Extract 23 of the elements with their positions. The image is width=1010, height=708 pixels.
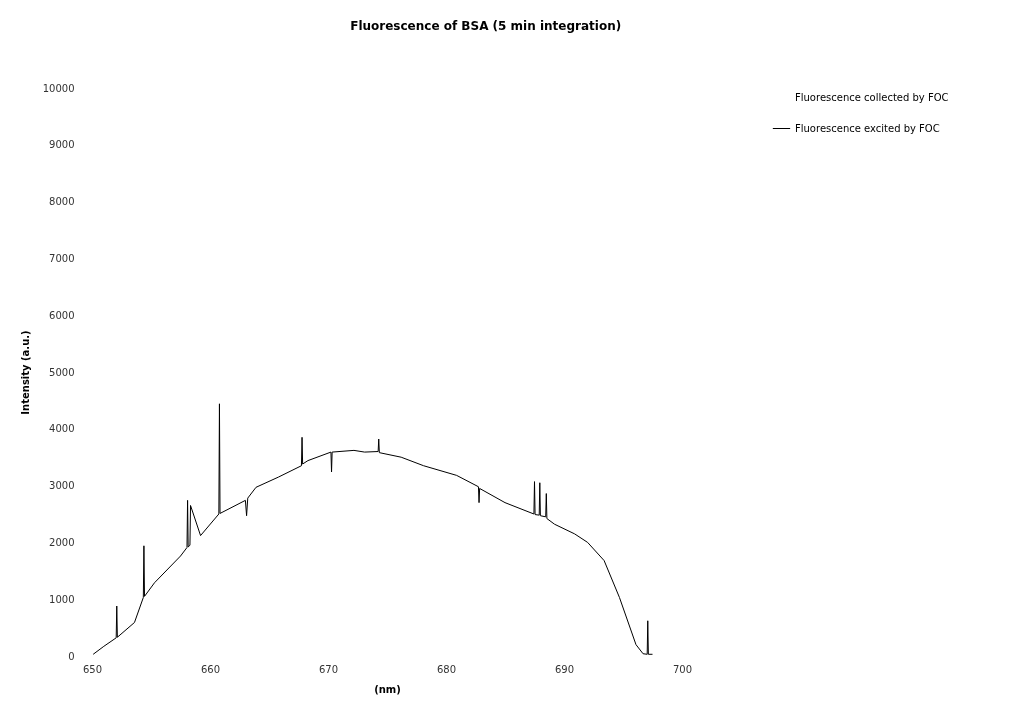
chart-title: Fluorescence of BSA (5 min integration): [350, 19, 622, 33]
y-tick-label: 2000: [49, 536, 75, 548]
y-axis-title: Intensity (a.u.): [19, 330, 31, 415]
y-tick-label: 4000: [49, 423, 75, 435]
x-axis-title: (nm): [374, 683, 401, 695]
text: Fluorescence collected by FOC: [795, 91, 949, 103]
y-tick-label: 7000: [49, 252, 75, 264]
x-tick-label: 650: [82, 663, 103, 675]
x-tick-label: 660: [200, 663, 221, 675]
y-tick-label: 5000: [49, 366, 75, 378]
line-series: [92, 403, 653, 655]
y-tick-label: 6000: [49, 309, 75, 321]
legend-label: Fluorescence excited by FOC: [795, 122, 940, 134]
y-tick-label: 0: [68, 650, 75, 662]
x-tick-label: 700: [672, 663, 693, 675]
y-tick-label: 9000: [49, 139, 75, 151]
x-tick-label: 670: [318, 663, 339, 675]
y-tick-label: 8000: [49, 196, 75, 208]
x-tick-label: 680: [436, 663, 457, 675]
y-tick-label: 3000: [49, 480, 75, 492]
y-tick-label: 1000: [49, 593, 75, 605]
y-tick-label: 10000: [42, 82, 75, 94]
x-tick-label: 690: [554, 663, 575, 675]
